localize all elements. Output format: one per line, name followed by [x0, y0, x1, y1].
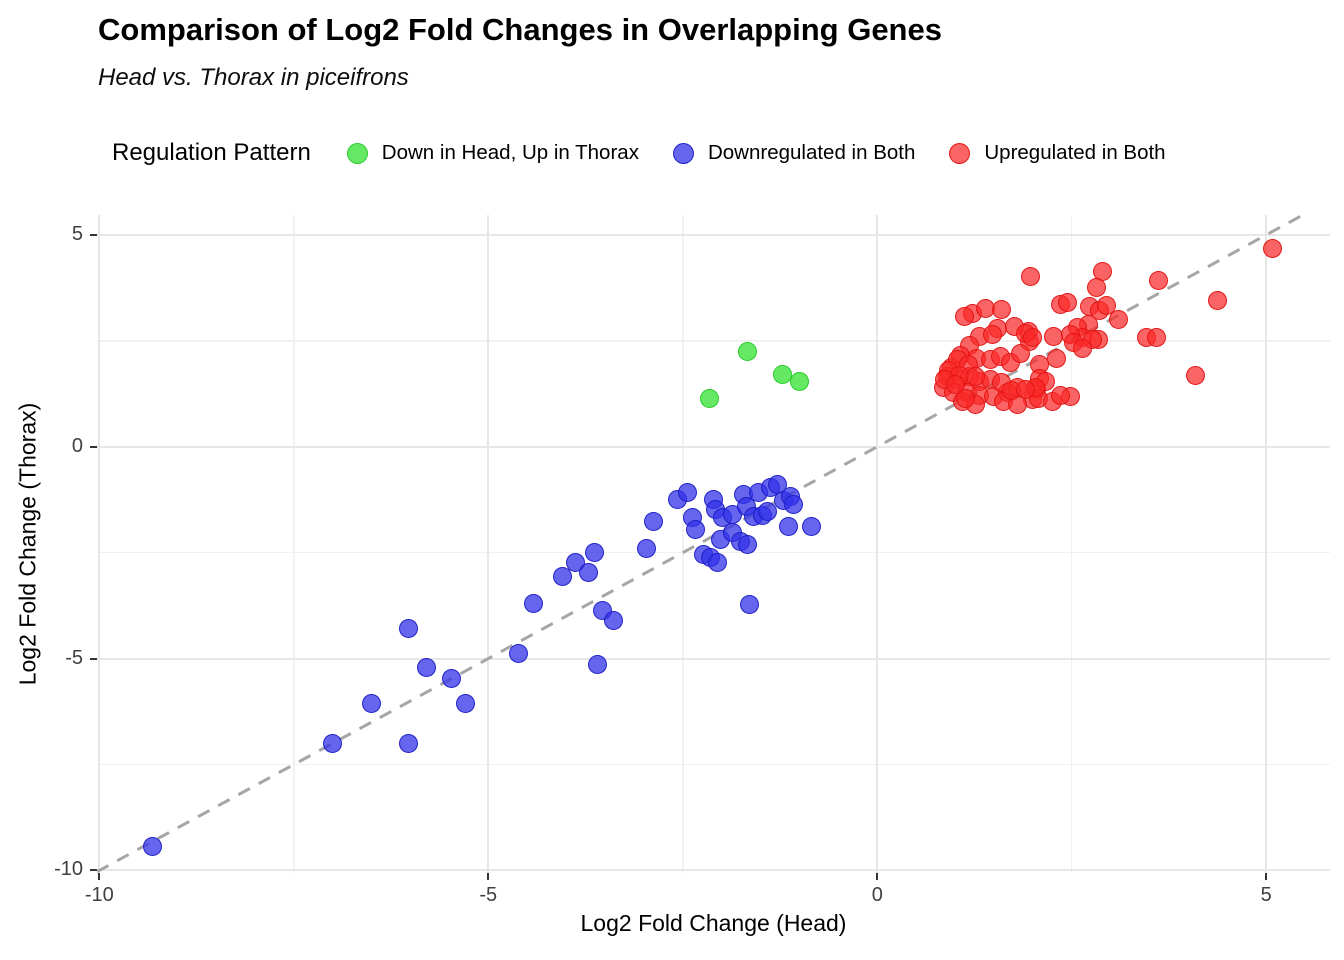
point-downregulated-both — [677, 483, 697, 503]
legend-item-upregulated-both: Upregulated in Both — [949, 141, 1166, 165]
point-downregulated-both — [579, 563, 599, 583]
point-upregulated-both — [1149, 271, 1169, 291]
gridline-major-vertical — [98, 215, 101, 873]
point-downregulated-both — [362, 693, 382, 713]
point-upregulated-both — [1047, 348, 1067, 368]
gridline-major-horizontal — [97, 233, 1330, 236]
point-downregulated-both — [737, 535, 757, 555]
y-tick-mark — [90, 445, 97, 448]
legend-dot-icon — [949, 142, 971, 164]
gridline-major-horizontal — [97, 657, 1330, 660]
x-tick-label: 5 — [1260, 884, 1272, 906]
point-downregulated-both — [523, 594, 543, 614]
gridline-major-horizontal — [97, 445, 1330, 448]
x-tick-mark — [487, 873, 490, 880]
point-upregulated-both — [1108, 310, 1128, 330]
point-upregulated-both — [955, 388, 975, 408]
x-tick-label: -5 — [479, 884, 498, 906]
point-downregulated-both — [636, 539, 656, 559]
x-axis-title: Log2 Fold Change (Head) — [580, 910, 847, 936]
legend-item-label: Down in Head, Up in Thorax — [381, 141, 639, 164]
point-upregulated-both — [1010, 343, 1030, 363]
gridline-minor-horizontal — [97, 763, 1330, 766]
plot-panel — [97, 215, 1330, 873]
point-upregulated-both — [992, 299, 1012, 319]
point-downregulated-both — [779, 516, 799, 536]
gridline-minor-vertical — [1070, 215, 1073, 873]
point-downregulated-both — [584, 543, 604, 563]
x-tick-mark — [876, 873, 879, 880]
point-upregulated-both — [965, 367, 985, 387]
y-tick-label: 0 — [71, 434, 83, 457]
y-tick-label: -10 — [54, 858, 83, 881]
gridline-major-vertical — [487, 215, 490, 873]
point-downregulated-both — [758, 501, 778, 521]
point-downregulated-both — [783, 494, 803, 514]
x-tick-mark — [1265, 873, 1268, 880]
chart-title: Comparison of Log2 Fold Changes in Overl… — [98, 12, 942, 47]
gridline-major-vertical — [1265, 215, 1268, 873]
point-upregulated-both — [1021, 266, 1040, 286]
y-tick-mark — [90, 233, 97, 236]
point-downregulated-both — [323, 733, 343, 753]
point-downregulated-both — [685, 519, 705, 539]
point-upregulated-both — [1207, 291, 1227, 311]
point-downregulated-both — [142, 836, 162, 856]
point-upregulated-both — [1043, 326, 1063, 346]
point-upregulated-both — [1015, 380, 1035, 400]
point-down-head-up-thorax — [737, 341, 757, 361]
point-upregulated-both — [1087, 277, 1107, 297]
y-tick-label: 5 — [71, 222, 83, 245]
point-down-head-up-thorax — [789, 372, 809, 392]
point-downregulated-both — [708, 552, 728, 572]
point-downregulated-both — [553, 566, 573, 586]
point-downregulated-both — [417, 658, 437, 678]
legend-item-label: Upregulated in Both — [984, 141, 1166, 164]
gridline-major-vertical — [876, 215, 879, 873]
y-tick-label: -5 — [65, 646, 83, 669]
point-downregulated-both — [398, 618, 418, 638]
point-down-head-up-thorax — [772, 365, 792, 385]
point-upregulated-both — [1147, 327, 1167, 347]
point-downregulated-both — [509, 644, 529, 664]
legend-title: Regulation Pattern — [112, 139, 311, 166]
legend-item-downregulated-both: Downregulated in Both — [672, 141, 916, 165]
legend: Regulation Pattern Down in Head, Up in T… — [112, 136, 1200, 170]
gridline-minor-vertical — [682, 215, 684, 873]
point-upregulated-both — [1023, 327, 1043, 347]
legend-dot-icon — [346, 142, 368, 164]
x-tick-mark — [98, 873, 101, 880]
point-down-head-up-thorax — [699, 388, 719, 408]
point-upregulated-both — [954, 306, 974, 326]
x-tick-label: -10 — [84, 884, 114, 906]
y-tick-mark — [90, 657, 97, 660]
point-upregulated-both — [982, 324, 1002, 344]
point-downregulated-both — [456, 693, 476, 713]
legend-item-label: Downregulated in Both — [707, 141, 916, 164]
chart-subtitle: Head vs. Thorax in piceifrons — [98, 64, 409, 91]
point-downregulated-both — [442, 668, 462, 688]
point-upregulated-both — [1058, 292, 1078, 312]
point-upregulated-both — [1050, 385, 1070, 405]
point-downregulated-both — [604, 610, 624, 630]
point-upregulated-both — [1073, 338, 1093, 358]
legend-dot-icon — [672, 142, 694, 164]
point-downregulated-both — [643, 512, 663, 532]
point-downregulated-both — [587, 655, 607, 675]
gridline-minor-vertical — [293, 215, 295, 873]
gridline-major-horizontal — [97, 869, 1330, 872]
legend-item-down-head-up-thorax: Down in Head, Up in Thorax — [346, 141, 639, 165]
point-upregulated-both — [1262, 238, 1282, 258]
point-downregulated-both — [801, 516, 821, 536]
point-upregulated-both — [1097, 295, 1117, 315]
point-downregulated-both — [399, 733, 419, 753]
x-tick-label: 0 — [871, 884, 883, 906]
point-upregulated-both — [1185, 366, 1205, 386]
point-downregulated-both — [740, 594, 760, 614]
y-tick-mark — [90, 869, 97, 872]
